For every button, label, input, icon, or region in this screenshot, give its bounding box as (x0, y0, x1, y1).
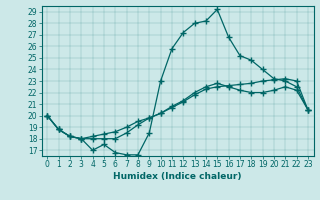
X-axis label: Humidex (Indice chaleur): Humidex (Indice chaleur) (113, 172, 242, 181)
